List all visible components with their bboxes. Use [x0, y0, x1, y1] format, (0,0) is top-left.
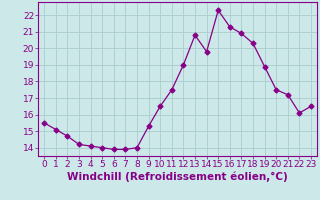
X-axis label: Windchill (Refroidissement éolien,°C): Windchill (Refroidissement éolien,°C)	[67, 172, 288, 182]
